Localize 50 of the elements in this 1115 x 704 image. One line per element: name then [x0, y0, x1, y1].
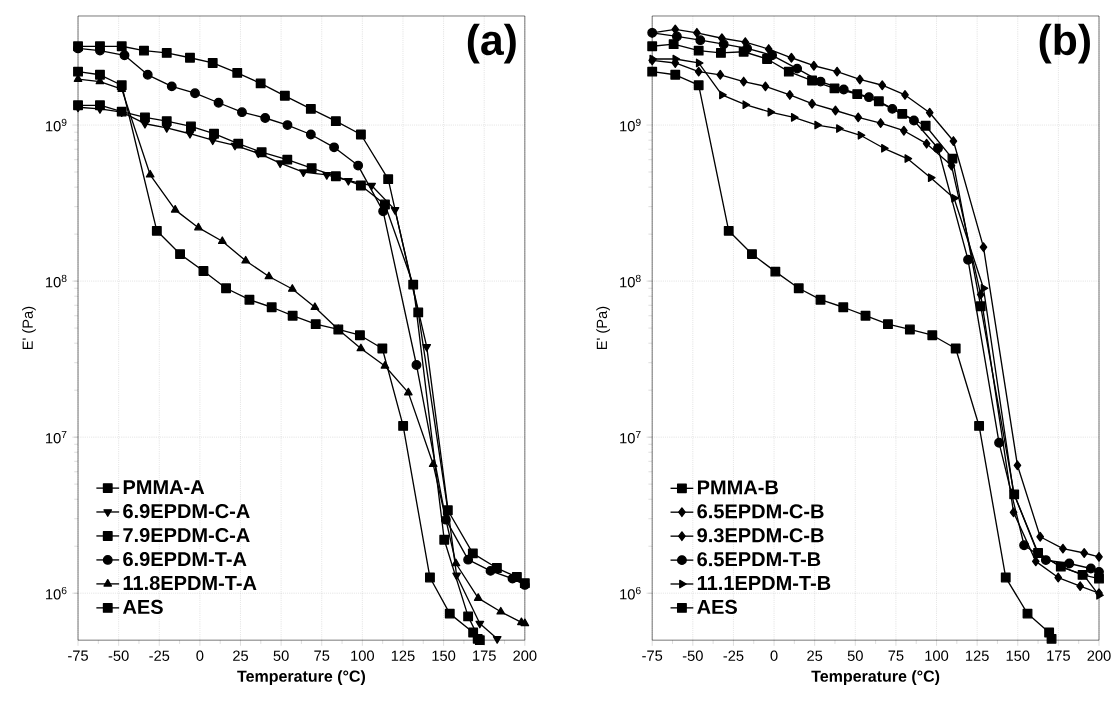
x-tick-label: -50: [108, 650, 129, 661]
x-axis-title: Temperature (°C): [811, 670, 940, 685]
x-tick-label: 175: [1047, 650, 1070, 661]
x-tick-label: 200: [513, 650, 537, 661]
x-tick-label: 125: [391, 650, 415, 661]
y-tick-label: 10$^{8}$: [620, 274, 641, 288]
y-tick-label: 10$^{7}$: [620, 430, 641, 444]
annotation: (b): [1039, 23, 1090, 64]
y-axis-title: E' (Pa): [596, 306, 610, 349]
x-axis-title: Temperature (°C): [237, 670, 366, 685]
legend-label: 6.5EPDM-C-B: [697, 504, 824, 519]
x-tick-label: 50: [273, 650, 289, 661]
x-tick-label: 125: [966, 650, 989, 661]
y-tick-label: 10$^{8}$: [46, 274, 67, 288]
x-tick-label: 25: [233, 650, 249, 661]
y-tick-label: 10$^{6}$: [46, 586, 67, 600]
x-tick-label: 0: [196, 650, 204, 661]
y-tick-label: 10$^{7}$: [46, 430, 67, 444]
legend-label: 11.8EPDM-T-A: [123, 575, 257, 590]
legend-label: PMMA-B: [697, 480, 778, 495]
x-tick-label: 100: [351, 650, 374, 661]
y-tick-label: 10$^{6}$: [620, 586, 641, 600]
legend-label: AES: [122, 599, 163, 614]
x-tick-label: 0: [770, 650, 778, 661]
x-tick-label: 75: [888, 650, 904, 661]
x-tick-label: 50: [847, 650, 863, 661]
legend-label: 6.9EPDM-C-A: [123, 503, 250, 519]
legend-label: 6.5EPDM-T-B: [697, 552, 821, 567]
legend-label: PMMA-A: [123, 480, 205, 494]
x-tick-label: 200: [1087, 650, 1111, 661]
x-tick-label: 100: [925, 650, 949, 661]
x-tick-label: 75: [314, 650, 330, 661]
y-tick-label: 10$^{9}$: [46, 118, 67, 132]
y-tick-label: 10$^{9}$: [620, 118, 641, 132]
y-axis-title: E' (Pa): [22, 306, 36, 349]
x-tick-label: 150: [432, 650, 456, 661]
legend-label: AES: [697, 599, 737, 614]
x-tick-label: -75: [68, 650, 88, 661]
x-tick-label: 175: [473, 650, 496, 661]
legend-label: 6.9EPDM-T-A: [123, 551, 247, 566]
annotation: (a): [467, 23, 516, 64]
x-tick-label: -25: [149, 650, 170, 661]
x-tick-label: -75: [642, 650, 663, 661]
x-tick-label: 150: [1006, 650, 1030, 661]
legend-label: 11.1EPDM-T-B: [697, 576, 831, 590]
legend-label: 9.3EPDM-C-B: [697, 528, 824, 543]
x-tick-label: -25: [723, 650, 744, 661]
x-tick-label: -50: [682, 650, 703, 661]
legend-label: 7.9EPDM-C-A: [123, 527, 250, 543]
x-tick-label: 25: [807, 650, 823, 661]
